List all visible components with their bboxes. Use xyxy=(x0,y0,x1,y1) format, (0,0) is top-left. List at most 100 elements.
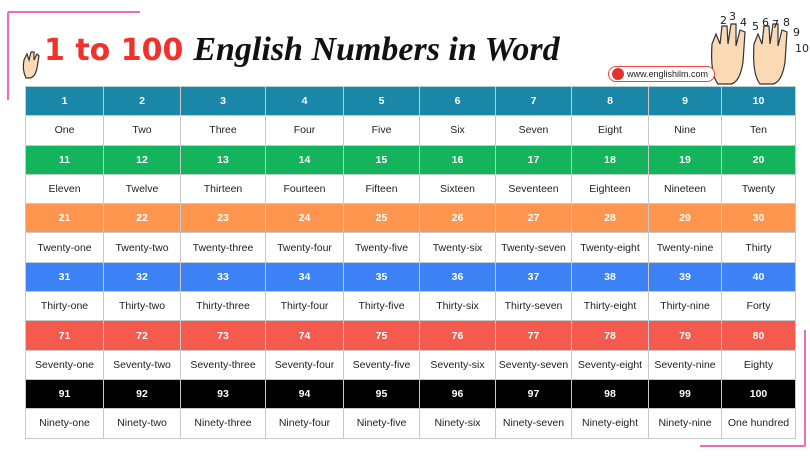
title: 1 to 100 English Numbers in Word xyxy=(44,30,560,69)
word-row: One Two Three Four Five Six Seven Eight Nine Ten xyxy=(25,115,796,146)
number-row: 91 92 93 94 95 96 97 98 99 100 xyxy=(25,378,796,410)
word-cell: Twenty-five xyxy=(343,232,420,263)
icon-digit: 9 xyxy=(793,26,800,39)
number-cell: 1 xyxy=(25,85,104,117)
number-cell: 94 xyxy=(265,378,344,410)
number-cell: 71 xyxy=(25,320,104,351)
word-cell: Fourteen xyxy=(265,173,344,205)
word-cell: Eight xyxy=(571,115,649,146)
icon-digit: 8 xyxy=(783,16,790,29)
number-cell: 99 xyxy=(648,378,722,410)
word-cell: Seventy-three xyxy=(180,349,266,380)
word-cell: Eighteen xyxy=(571,173,649,205)
number-cell: 5 xyxy=(343,85,420,117)
number-cell: 21 xyxy=(25,203,104,234)
number-row: 31 32 33 34 35 36 37 38 39 40 xyxy=(25,261,796,293)
number-cell: 77 xyxy=(495,320,572,351)
number-cell: 75 xyxy=(343,320,420,351)
word-cell: Twenty-six xyxy=(419,232,496,263)
number-cell: 17 xyxy=(495,144,572,175)
word-cell: Twenty-three xyxy=(180,232,266,263)
word-cell: Thirty-one xyxy=(25,291,104,322)
number-cell: 31 xyxy=(25,261,104,293)
number-cell: 98 xyxy=(571,378,649,410)
word-cell: Four xyxy=(265,115,344,146)
word-cell: Seventeen xyxy=(495,173,572,205)
word-cell: Ninety-nine xyxy=(648,408,722,439)
number-cell: 26 xyxy=(419,203,496,234)
number-cell: 78 xyxy=(571,320,649,351)
number-cell: 12 xyxy=(103,144,181,175)
word-cell: Six xyxy=(419,115,496,146)
word-cell: Sixteen xyxy=(419,173,496,205)
number-cell: 39 xyxy=(648,261,722,293)
number-row: 21 22 23 24 25 26 27 28 29 30 xyxy=(25,203,796,234)
word-cell: Ninety-five xyxy=(343,408,420,439)
number-cell: 92 xyxy=(103,378,181,410)
title-highlight: 1 to 100 xyxy=(44,33,184,68)
icon-digit: 2 xyxy=(720,14,727,27)
icon-digit: 10 xyxy=(795,42,809,55)
word-cell: Ninety-three xyxy=(180,408,266,439)
number-cell: 8 xyxy=(571,85,649,117)
number-cell: 100 xyxy=(721,378,796,410)
word-cell: Forty xyxy=(721,291,796,322)
number-cell: 76 xyxy=(419,320,496,351)
word-cell: Ninety-eight xyxy=(571,408,649,439)
number-cell: 40 xyxy=(721,261,796,293)
word-cell: Three xyxy=(180,115,266,146)
number-cell: 23 xyxy=(180,203,266,234)
word-cell: Two xyxy=(103,115,181,146)
word-cell: Thirty-two xyxy=(103,291,181,322)
word-cell: Seventy-four xyxy=(265,349,344,380)
number-cell: 19 xyxy=(648,144,722,175)
word-cell: Eighty xyxy=(721,349,796,380)
number-cell: 25 xyxy=(343,203,420,234)
number-cell: 16 xyxy=(419,144,496,175)
number-cell: 79 xyxy=(648,320,722,351)
word-cell: Twenty xyxy=(721,173,796,205)
word-cell: Thirty-three xyxy=(180,291,266,322)
word-row: Seventy-one Seventy-two Seventy-three Seven… xyxy=(25,349,796,380)
word-cell: Thirty xyxy=(721,232,796,263)
word-cell: Ninety-two xyxy=(103,408,181,439)
title-text: English Numbers in Word xyxy=(193,31,560,68)
number-row: 11 12 13 14 15 16 17 18 19 20 xyxy=(25,144,796,175)
number-cell: 7 xyxy=(495,85,572,117)
word-cell: Thirty-five xyxy=(343,291,420,322)
number-cell: 15 xyxy=(343,144,420,175)
numbers-table: 1 2 3 4 5 6 7 8 9 10 One Two Three Four Five Six Seven Ei… xyxy=(25,85,796,439)
word-cell: Seventy-seven xyxy=(495,349,572,380)
number-cell: 96 xyxy=(419,378,496,410)
number-cell: 14 xyxy=(265,144,344,175)
icon-digit: 7 xyxy=(772,18,779,31)
number-cell: 80 xyxy=(721,320,796,351)
number-cell: 4 xyxy=(265,85,344,117)
word-cell: Thirty-four xyxy=(265,291,344,322)
number-cell: 33 xyxy=(180,261,266,293)
word-cell: Twenty-one xyxy=(25,232,104,263)
word-cell: Ten xyxy=(721,115,796,146)
word-cell: Twenty-nine xyxy=(648,232,722,263)
number-cell: 18 xyxy=(571,144,649,175)
number-cell: 10 xyxy=(721,85,796,117)
word-row: Twenty-one Twenty-two Twenty-three Twenty-f… xyxy=(25,232,796,263)
word-cell: Seventy-two xyxy=(103,349,181,380)
number-cell: 6 xyxy=(419,85,496,117)
number-cell: 11 xyxy=(25,144,104,175)
icon-digit: 4 xyxy=(740,16,747,29)
word-cell: Twelve xyxy=(103,173,181,205)
word-row: Thirty-one Thirty-two Thirty-three Thirty-f… xyxy=(25,291,796,322)
number-cell: 37 xyxy=(495,261,572,293)
number-row: 1 2 3 4 5 6 7 8 9 10 xyxy=(25,85,796,117)
number-cell: 35 xyxy=(343,261,420,293)
website: www.englishilm.com xyxy=(608,66,716,82)
word-cell: Seventy-six xyxy=(419,349,496,380)
number-cell: 20 xyxy=(721,144,796,175)
number-cell: 28 xyxy=(571,203,649,234)
word-cell: Seven xyxy=(495,115,572,146)
word-cell: Ninety-seven xyxy=(495,408,572,439)
word-cell: Eleven xyxy=(25,173,104,205)
icon-digit: 5 xyxy=(752,20,759,33)
